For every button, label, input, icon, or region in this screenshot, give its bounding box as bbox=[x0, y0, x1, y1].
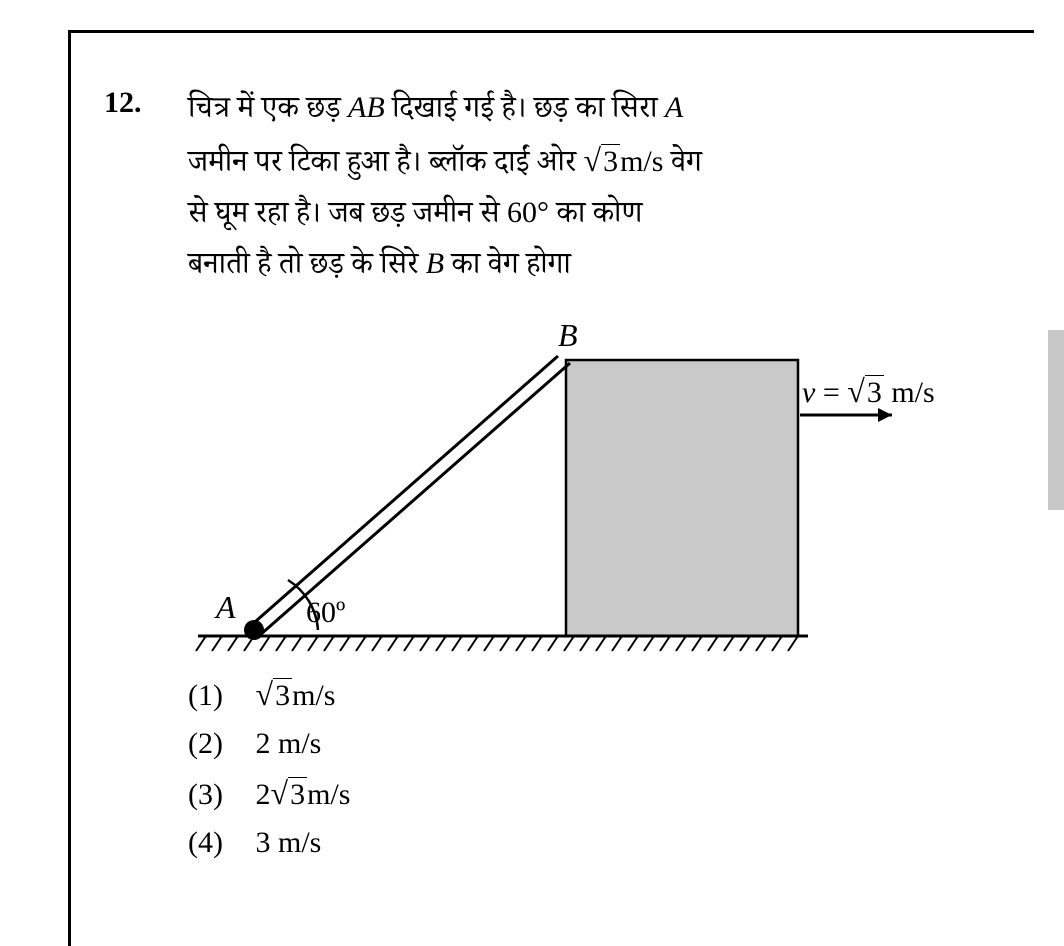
text-fragment: का वेग होगा bbox=[444, 247, 571, 280]
option-coeff: 2 bbox=[256, 778, 271, 811]
option-unit: m/s bbox=[292, 679, 335, 712]
sqrt-symbol: √3 bbox=[847, 373, 884, 410]
option-2: (2) 2 m/s bbox=[188, 727, 350, 761]
question-number: 12. bbox=[104, 86, 142, 120]
text-fragment: जमीन पर टिका हुआ है। ब्लॉक दाईं ओर bbox=[188, 145, 584, 178]
option-number: (1) bbox=[188, 679, 248, 713]
block-rect bbox=[566, 360, 798, 636]
velocity-symbol: v bbox=[802, 376, 815, 409]
sqrt-radicand: 3 bbox=[288, 777, 307, 811]
rod-line-1 bbox=[248, 356, 558, 628]
symbol-A: A bbox=[665, 91, 683, 124]
option-value: 2 m/s bbox=[256, 727, 322, 760]
question-line-1: चित्र में एक छड़ AB दिखाई गई है। छड़ का … bbox=[188, 82, 948, 133]
option-1: (1) √3m/s bbox=[188, 676, 350, 713]
rod-line-2 bbox=[260, 363, 570, 635]
text-fragment: दिखाई गई है। छड़ का सिरा bbox=[385, 91, 665, 124]
diagram-svg: B A 60º bbox=[188, 308, 968, 668]
sqrt-symbol: √3 bbox=[584, 133, 621, 187]
option-number: (3) bbox=[188, 778, 248, 812]
option-4: (4) 3 m/s bbox=[188, 826, 350, 860]
sqrt-radicand: 3 bbox=[601, 144, 620, 178]
label-B: B bbox=[558, 317, 578, 353]
sqrt-symbol: √3 bbox=[271, 775, 308, 812]
option-number: (2) bbox=[188, 727, 248, 761]
symbol-B: B bbox=[426, 247, 444, 280]
text-fragment: m/s वेग bbox=[620, 145, 702, 178]
option-unit: m/s bbox=[307, 778, 350, 811]
text-fragment: चित्र में एक छड़ bbox=[188, 91, 348, 124]
label-A: A bbox=[214, 589, 236, 625]
pivot-point bbox=[244, 620, 264, 640]
sqrt-symbol: √3 bbox=[256, 676, 293, 713]
question-line-2: जमीन पर टिका हुआ है। ब्लॉक दाईं ओर √3m/s… bbox=[188, 133, 948, 187]
sqrt-radicand: 3 bbox=[273, 678, 292, 712]
question-line-4: बनाती है तो छड़ के सिरे B का वेग होगा bbox=[188, 238, 948, 289]
velocity-arrow-head bbox=[878, 408, 892, 422]
question-text: चित्र में एक छड़ AB दिखाई गई है। छड़ का … bbox=[188, 82, 948, 289]
scrollbar-thumb[interactable] bbox=[1048, 330, 1064, 510]
answer-options: (1) √3m/s (2) 2 m/s (3) 2√3m/s (4) 3 m/s bbox=[188, 676, 350, 874]
question-line-3: से घूम रहा है। जब छड़ जमीन से 60° का कोण bbox=[188, 187, 948, 238]
velocity-label: v = √3 m/s bbox=[802, 373, 935, 410]
physics-diagram: B A 60º v = √3 m/s bbox=[188, 308, 968, 668]
equals-sign: = bbox=[815, 376, 847, 409]
option-number: (4) bbox=[188, 826, 248, 860]
ground-hatching bbox=[196, 636, 798, 651]
velocity-unit: m/s bbox=[884, 376, 935, 409]
symbol-AB: AB bbox=[348, 91, 385, 124]
angle-label: 60º bbox=[306, 596, 345, 629]
option-value: 3 m/s bbox=[256, 826, 322, 859]
text-fragment: बनाती है तो छड़ के सिरे bbox=[188, 247, 426, 280]
sqrt-radicand: 3 bbox=[865, 375, 884, 409]
option-3: (3) 2√3m/s bbox=[188, 775, 350, 812]
